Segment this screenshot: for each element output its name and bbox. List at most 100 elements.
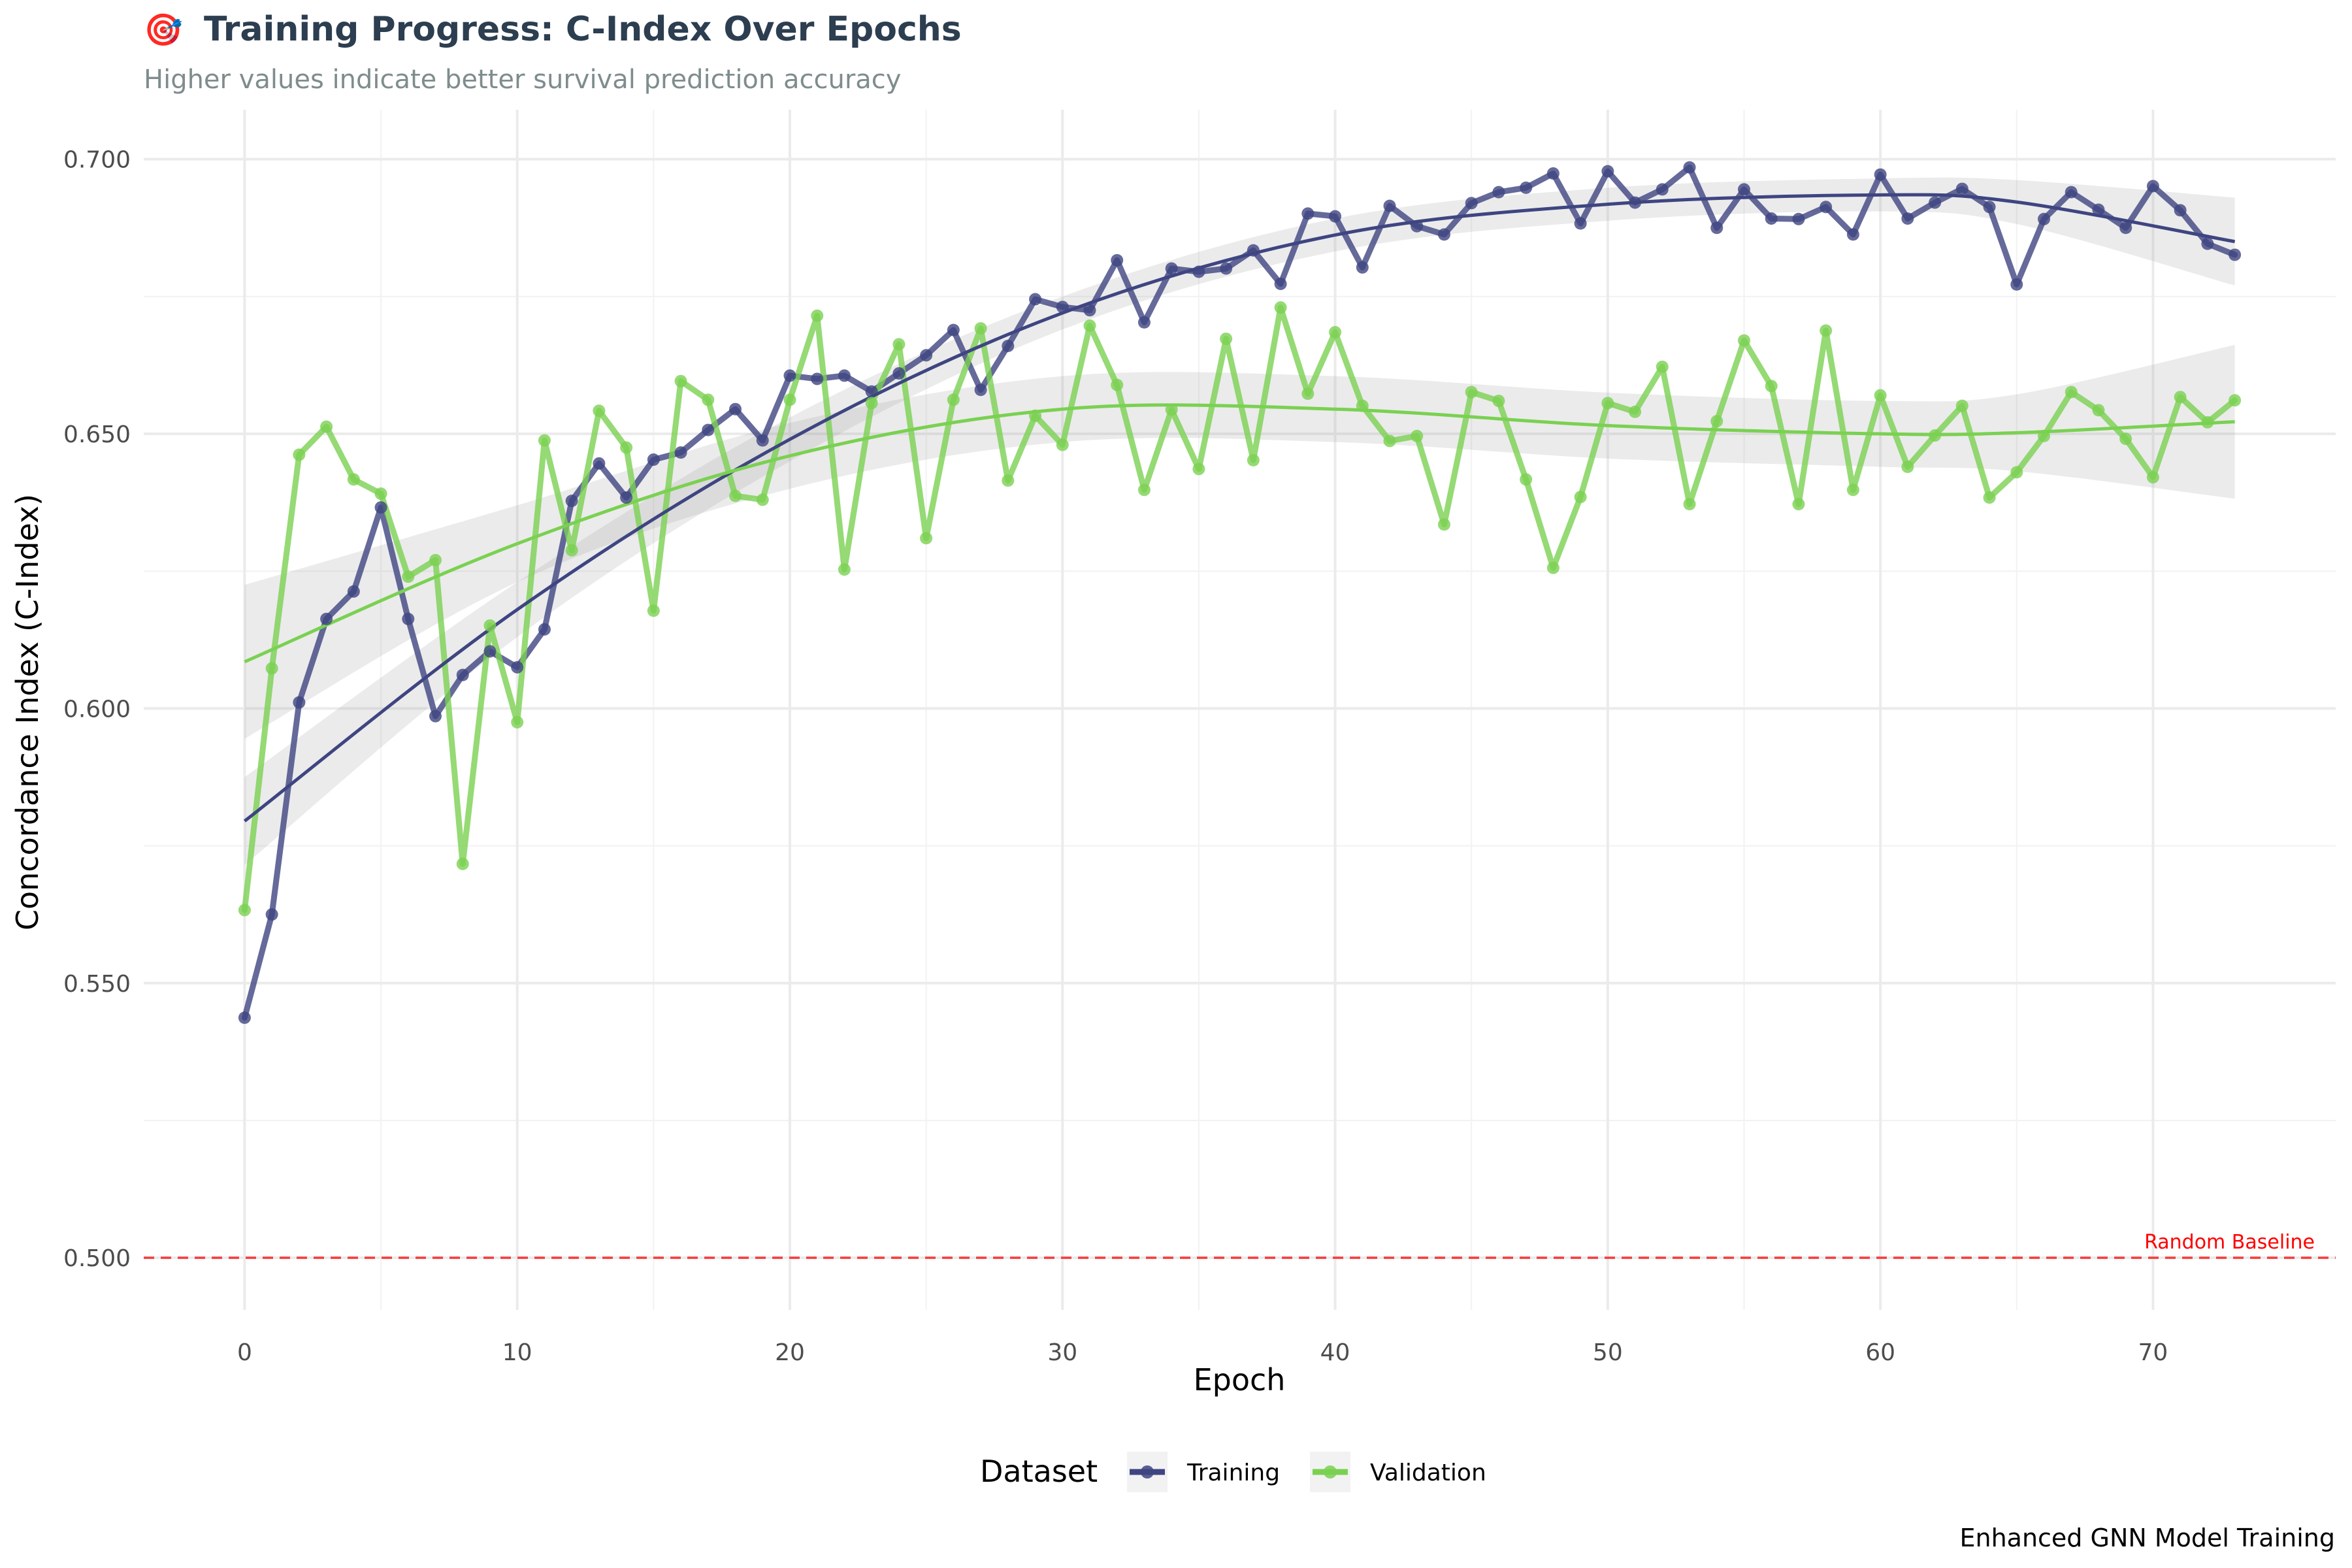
point-training <box>1383 199 1396 212</box>
point-training <box>1601 165 1614 178</box>
point-validation <box>1411 429 1424 442</box>
point-validation <box>1710 415 1723 428</box>
point-training <box>783 369 796 382</box>
point-training <box>2038 212 2051 225</box>
chart-caption: Enhanced GNN Model Training <box>1959 1524 2335 1552</box>
point-validation <box>1874 389 1887 402</box>
point-validation <box>1929 429 1942 442</box>
point-training <box>593 457 606 470</box>
point-training <box>2201 237 2214 250</box>
point-training <box>265 908 278 921</box>
smooth-lines <box>243 193 2236 823</box>
point-validation <box>1220 333 1233 346</box>
point-training <box>702 423 715 436</box>
point-validation <box>1737 334 1750 347</box>
point-training <box>729 402 742 416</box>
series-line-training <box>241 164 2238 1021</box>
point-validation <box>892 338 906 351</box>
point-validation <box>456 857 469 870</box>
point-validation <box>1083 319 1096 332</box>
point-training <box>1220 262 1233 275</box>
point-training <box>674 446 687 459</box>
y-axis-ticks: 0.500 0.550 0.600 0.650 0.700 <box>63 147 131 1272</box>
point-validation <box>1546 561 1560 574</box>
point-validation <box>1383 434 1396 448</box>
point-training <box>1137 316 1151 329</box>
point-training <box>1111 253 1124 267</box>
x-tick-label: 20 <box>775 1339 805 1366</box>
point-validation <box>1520 473 1533 486</box>
point-validation <box>647 604 660 617</box>
point-validation <box>1247 453 1260 466</box>
point-training <box>838 369 851 382</box>
point-training <box>865 385 878 398</box>
point-validation <box>538 434 551 447</box>
x-axis-ticks: 0 10 20 30 40 50 60 70 <box>237 1339 2168 1366</box>
point-training <box>2229 248 2242 261</box>
point-validation <box>1983 491 1996 504</box>
point-validation <box>1029 409 1042 422</box>
point-training <box>2092 203 2105 216</box>
point-training <box>293 696 306 709</box>
point-validation <box>374 487 387 500</box>
point-training <box>1411 220 1424 233</box>
point-training <box>1465 197 1478 210</box>
legend-key-point <box>1324 1465 1337 1478</box>
point-training <box>1901 212 1914 225</box>
point-training <box>1683 161 1696 174</box>
point-training <box>1165 262 1178 275</box>
point-training <box>892 367 906 380</box>
point-validation <box>811 309 824 322</box>
point-training <box>947 323 960 336</box>
x-tick-label: 40 <box>1320 1339 1350 1366</box>
point-validation <box>1465 385 1478 399</box>
y-tick-label: 0.500 <box>63 1245 131 1272</box>
chart-subtitle: Higher values indicate better survival p… <box>144 65 901 95</box>
point-training <box>1955 182 1968 195</box>
point-validation <box>1683 498 1696 511</box>
point-validation <box>1846 483 1859 497</box>
point-validation <box>974 322 987 335</box>
legend: Dataset Training Validation <box>980 1452 1486 1492</box>
point-validation <box>2174 391 2187 404</box>
point-training <box>1656 183 1669 196</box>
point-training <box>1765 212 1778 225</box>
point-training <box>456 668 469 681</box>
point-training <box>2146 180 2159 193</box>
series-lines <box>241 164 2238 1021</box>
chart-title: Training Progress: C-Index Over Epochs <box>204 10 962 49</box>
x-axis-title: Epoch <box>1194 1362 1286 1397</box>
confidence-ribbons <box>244 177 2235 866</box>
point-training <box>1874 168 1887 181</box>
point-validation <box>1820 324 1833 337</box>
x-tick-label: 60 <box>1865 1339 1895 1366</box>
point-validation <box>402 570 415 583</box>
baseline-group: Random Baseline <box>144 1231 2336 1259</box>
x-tick-label: 0 <box>237 1339 252 1366</box>
point-validation <box>1955 399 1968 412</box>
point-validation <box>1329 325 1342 338</box>
point-training <box>1029 293 1042 306</box>
point-validation <box>838 563 851 576</box>
y-tick-label: 0.650 <box>63 421 131 448</box>
smooth-line-training <box>243 193 2236 823</box>
point-validation <box>1056 438 1069 451</box>
point-validation <box>2146 470 2159 483</box>
point-training <box>620 491 633 504</box>
point-validation <box>865 397 878 410</box>
y-tick-label: 0.600 <box>63 696 131 723</box>
point-validation <box>2229 394 2242 407</box>
point-training <box>1629 196 1642 209</box>
point-training <box>374 501 387 514</box>
title-group: 🎯 Training Progress: C-Index Over Epochs… <box>144 10 962 95</box>
point-training <box>2119 221 2132 235</box>
point-training <box>1520 181 1533 194</box>
point-training <box>1274 278 1287 291</box>
chart-title-icon: 🎯 <box>144 12 183 48</box>
point-validation <box>1601 397 1614 410</box>
point-validation <box>674 374 687 387</box>
y-tick-label: 0.550 <box>63 971 131 998</box>
baseline-label: Random Baseline <box>2144 1231 2315 1254</box>
point-validation <box>1792 498 1805 511</box>
point-validation <box>1165 403 1178 416</box>
